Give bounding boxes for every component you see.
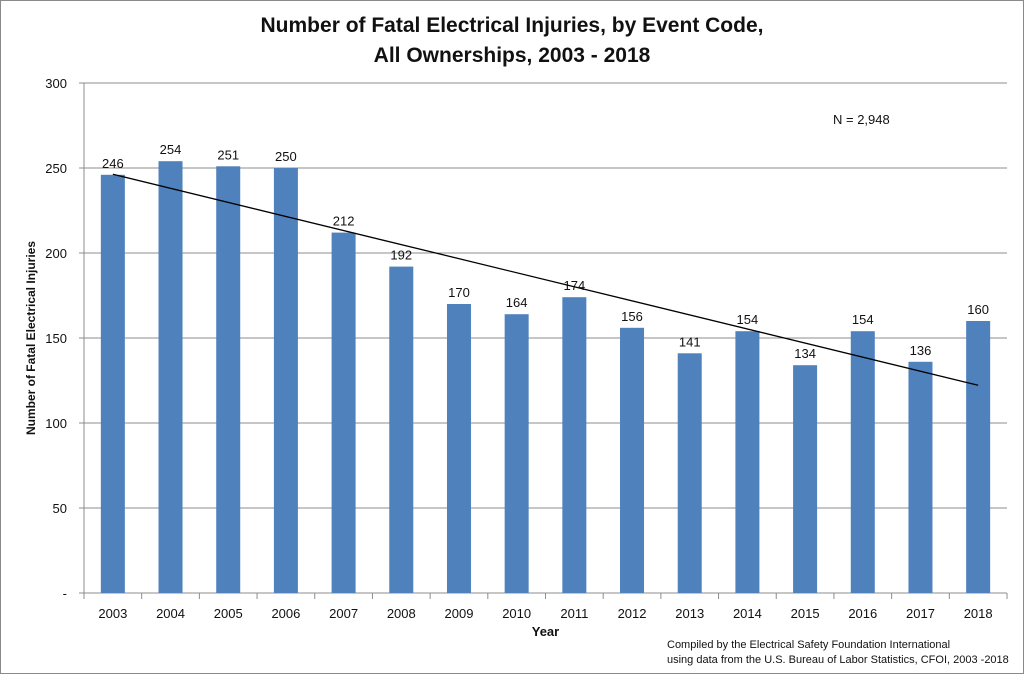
x-tick-label: 2008 [387,606,416,621]
data-label: 192 [390,248,412,263]
source-note-line1: Compiled by the Electrical Safety Founda… [667,639,951,651]
bar-2003 [100,174,125,594]
trendline [112,173,979,386]
bar-2012 [620,327,645,593]
bar-2010 [504,314,529,593]
data-label: 154 [737,312,759,327]
x-tick-label: 2014 [733,606,762,621]
data-label: 212 [333,214,355,229]
source-note-line2: using data from the U.S. Bureau of Labor… [667,654,1009,666]
x-tick-label: 2016 [848,606,877,621]
bar-2018 [966,321,991,593]
y-axis-title: Number of Fatal Electrical Injuries [24,241,38,435]
bar-2017 [908,361,933,593]
x-tick-label: 2006 [271,606,300,621]
bar-2004 [158,161,183,593]
data-label: 254 [160,142,182,157]
y-tick-label: 50 [53,501,67,516]
data-label: 246 [102,156,124,171]
x-tick-label: 2004 [156,606,185,621]
y-tick-label: 100 [45,416,67,431]
y-tick-label: 300 [45,76,67,91]
bar-2011 [562,297,587,593]
data-label: 134 [794,346,816,361]
x-tick-label: 2013 [675,606,704,621]
x-tick-label: 2010 [502,606,531,621]
data-label: 136 [910,343,932,358]
bar-2007 [331,232,356,593]
data-label: 164 [506,295,528,310]
x-axis-title: Year [532,624,559,639]
x-tick-label: 2005 [214,606,243,621]
data-label: 250 [275,149,297,164]
data-label: 160 [967,302,989,317]
y-tick-label: 250 [45,161,67,176]
bar-2006 [273,168,298,593]
bar-2008 [389,266,414,593]
bar-2013 [677,353,702,593]
total-annotation: N = 2,948 [833,112,890,127]
x-tick-label: 2012 [618,606,647,621]
chart-title-line1: Number of Fatal Electrical Injuries, by … [260,14,764,37]
bar-2005 [216,166,241,594]
data-label: 174 [563,278,585,293]
x-tick-label: 2011 [560,606,588,621]
data-label: 251 [217,147,239,162]
x-tick-label: 2009 [445,606,474,621]
bar-2009 [446,304,471,593]
chart-title-line2: All Ownerships, 2003 - 2018 [373,44,651,67]
x-tick-label: 2015 [791,606,820,621]
data-label: 154 [852,312,874,327]
bar-2016 [850,331,875,593]
y-tick-label: - [63,586,67,601]
y-tick-label: 150 [45,331,67,346]
data-label: 156 [621,309,643,324]
data-label: 141 [679,334,701,349]
bar-2015 [793,365,818,593]
y-tick-label: 200 [45,246,67,261]
x-tick-label: 2003 [98,606,127,621]
x-tick-label: 2007 [329,606,358,621]
x-tick-label: 2018 [964,606,993,621]
x-tick-label: 2017 [906,606,935,621]
data-label: 170 [448,285,470,300]
bar-2014 [735,331,760,593]
